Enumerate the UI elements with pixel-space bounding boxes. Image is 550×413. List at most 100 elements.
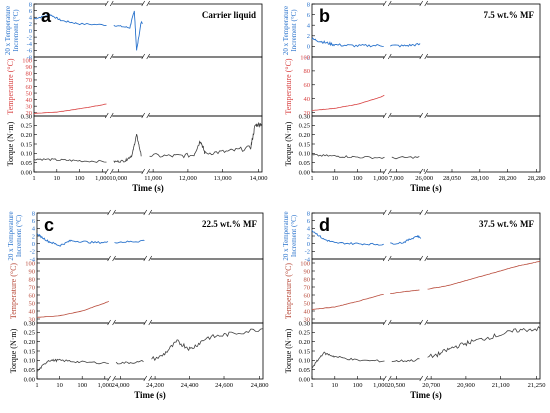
y-tick-label: 90 xyxy=(26,64,33,71)
axis-break-mark xyxy=(387,209,392,216)
series-line-temperature xyxy=(311,94,385,111)
y-axis-label-increment-2: Increment (°C) xyxy=(15,214,23,257)
x-tick-label: 13,000 xyxy=(214,175,232,182)
panel-letter: b xyxy=(319,6,330,26)
axis-break-mark xyxy=(148,255,152,262)
x-tick-label: 1,000 xyxy=(373,175,388,182)
series-line-temperature xyxy=(311,261,541,310)
series-line-torque xyxy=(33,122,263,163)
axis-break-gap xyxy=(384,321,391,325)
y-tick-label: 4 xyxy=(307,23,311,30)
x-tick-label: 20,700 xyxy=(422,382,440,389)
y-tick-label: 0.00 xyxy=(299,169,310,176)
axis-break-mark xyxy=(424,209,428,216)
axis-break-mark xyxy=(387,168,392,175)
axis-break-mark xyxy=(419,375,423,382)
axis-break-mark xyxy=(382,53,387,60)
y-tick-label: 60 xyxy=(304,82,311,89)
x-tick-label: 10,000 xyxy=(109,175,127,182)
y-axis-label-increment-2: Increment (°C) xyxy=(290,9,298,52)
axis-break-mark xyxy=(419,112,423,119)
subplot-frame-torque xyxy=(36,322,264,380)
x-tick-label: 21,250 xyxy=(528,382,546,389)
y-tick-label: 90 xyxy=(29,268,36,275)
axis-break-mark xyxy=(143,209,147,216)
axis-break-gap xyxy=(142,114,149,118)
panel-label: 22.5 wt.% MF xyxy=(202,219,257,229)
y-tick-label: 0 xyxy=(32,241,35,248)
y-tick-label: 0.20 xyxy=(299,339,310,346)
y-tick-label: 0.25 xyxy=(299,123,310,130)
y-tick-label: 0.30 xyxy=(21,113,32,120)
y-tick-label: 0.05 xyxy=(299,367,310,374)
x-tick-label: 28,200 xyxy=(499,175,517,182)
axis-break-mark xyxy=(107,255,111,262)
x-axis-label: Time (s) xyxy=(132,183,164,193)
y-tick-label: 0.25 xyxy=(24,330,35,337)
axis-break-mark xyxy=(382,0,387,7)
axis-break-mark xyxy=(148,209,152,216)
y-tick-label: 4 xyxy=(29,15,33,22)
x-tick-label: 1 xyxy=(32,175,35,182)
y-tick-label: 2 xyxy=(32,233,35,240)
axis-break-gap xyxy=(384,114,391,118)
axis-break-mark xyxy=(143,255,147,262)
y-axis-label-temperature: Temperature (°C) xyxy=(284,58,293,115)
x-tick-label: 10 xyxy=(332,382,339,389)
axis-break-mark xyxy=(424,319,428,326)
x-tick-label: 24,800 xyxy=(251,382,269,389)
y-tick-label: 70 xyxy=(29,284,36,291)
y-tick-label: 8 xyxy=(307,210,310,217)
axis-break-mark xyxy=(387,319,392,326)
x-tick-label: 7,000 xyxy=(389,175,404,182)
axis-break-gap xyxy=(108,257,115,261)
y-tick-label: 0.10 xyxy=(21,151,32,158)
axis-break-gap xyxy=(384,211,391,215)
y-tick-label: 0 xyxy=(307,44,310,51)
y-tick-label: 40 xyxy=(29,308,36,315)
axis-break-mark xyxy=(112,255,116,262)
axis-break-gap xyxy=(142,170,149,174)
y-tick-label: 0.00 xyxy=(299,376,310,383)
x-tick-label: 20,500 xyxy=(387,382,405,389)
x-tick-label: 24,000 xyxy=(112,382,130,389)
y-tick-label: 0.15 xyxy=(24,348,35,355)
x-axis-label: Time (s) xyxy=(134,390,166,400)
x-tick-label: 10 xyxy=(332,175,339,182)
y-tick-label: 60 xyxy=(29,292,36,299)
axis-break-mark xyxy=(148,375,152,382)
axis-break-gap xyxy=(108,211,115,215)
y-tick-label: -2 xyxy=(305,54,310,61)
axis-break-mark xyxy=(419,0,423,7)
x-tick-label: 100 xyxy=(353,175,363,182)
y-tick-label: 20 xyxy=(304,110,311,117)
x-tick-label: 10 xyxy=(56,382,63,389)
y-axis-label-torque: Torque (N·m) xyxy=(284,121,293,166)
axis-break-mark xyxy=(146,168,150,175)
axis-break-mark xyxy=(109,0,114,7)
y-tick-label: 80 xyxy=(304,276,311,283)
y-tick-label: 30 xyxy=(26,103,33,110)
axis-break-gap xyxy=(144,377,151,381)
y-tick-label: -2 xyxy=(27,34,32,41)
axis-break-gap xyxy=(106,2,113,6)
y-tick-label: 0.15 xyxy=(299,141,310,148)
y-tick-label: 8 xyxy=(29,1,32,8)
y-axis-label-increment: 20 x Temperature xyxy=(282,6,290,55)
y-tick-label: 90 xyxy=(304,268,311,275)
y-tick-label: 100 xyxy=(300,54,310,61)
axis-break-mark xyxy=(143,319,147,326)
axis-break-gap xyxy=(420,377,427,381)
axis-break-gap xyxy=(384,377,391,381)
y-tick-label: 80 xyxy=(26,71,33,78)
x-tick-label: 100 xyxy=(353,382,363,389)
axis-break-mark xyxy=(387,0,392,7)
axis-break-mark xyxy=(112,375,116,382)
series-line-torque xyxy=(36,328,264,372)
y-tick-label: 0.05 xyxy=(24,367,35,374)
y-tick-label: 4 xyxy=(307,226,311,233)
subplot-frame-torque xyxy=(33,115,263,173)
y-tick-label: -6 xyxy=(27,48,33,55)
subplot-frame-torque xyxy=(311,115,541,173)
